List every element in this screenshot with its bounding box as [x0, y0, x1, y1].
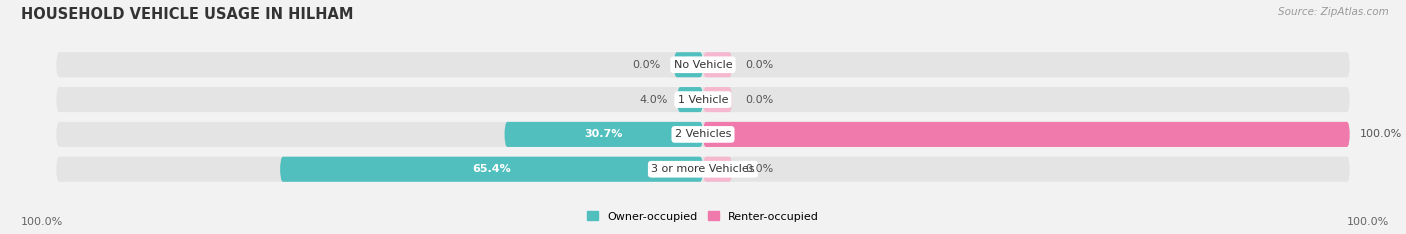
Text: 100.0%: 100.0% — [1347, 217, 1389, 227]
Text: 2 Vehicles: 2 Vehicles — [675, 129, 731, 139]
Legend: Owner-occupied, Renter-occupied: Owner-occupied, Renter-occupied — [582, 207, 824, 226]
Text: HOUSEHOLD VEHICLE USAGE IN HILHAM: HOUSEHOLD VEHICLE USAGE IN HILHAM — [21, 7, 353, 22]
Text: 100.0%: 100.0% — [21, 217, 63, 227]
FancyBboxPatch shape — [703, 122, 1350, 147]
FancyBboxPatch shape — [703, 87, 733, 112]
Text: No Vehicle: No Vehicle — [673, 60, 733, 70]
FancyBboxPatch shape — [505, 122, 703, 147]
Text: 3 or more Vehicles: 3 or more Vehicles — [651, 164, 755, 174]
Text: 100.0%: 100.0% — [1360, 129, 1402, 139]
FancyBboxPatch shape — [56, 87, 1350, 112]
Text: 0.0%: 0.0% — [745, 60, 773, 70]
Text: 65.4%: 65.4% — [472, 164, 510, 174]
Text: 0.0%: 0.0% — [633, 60, 661, 70]
FancyBboxPatch shape — [678, 87, 703, 112]
FancyBboxPatch shape — [673, 52, 703, 77]
FancyBboxPatch shape — [280, 157, 703, 182]
Text: 0.0%: 0.0% — [745, 95, 773, 105]
Text: 30.7%: 30.7% — [585, 129, 623, 139]
FancyBboxPatch shape — [56, 52, 1350, 77]
FancyBboxPatch shape — [56, 157, 1350, 182]
Text: Source: ZipAtlas.com: Source: ZipAtlas.com — [1278, 7, 1389, 17]
FancyBboxPatch shape — [703, 52, 733, 77]
Text: 0.0%: 0.0% — [745, 164, 773, 174]
Text: 1 Vehicle: 1 Vehicle — [678, 95, 728, 105]
Text: 4.0%: 4.0% — [640, 95, 668, 105]
FancyBboxPatch shape — [56, 122, 1350, 147]
FancyBboxPatch shape — [703, 157, 733, 182]
